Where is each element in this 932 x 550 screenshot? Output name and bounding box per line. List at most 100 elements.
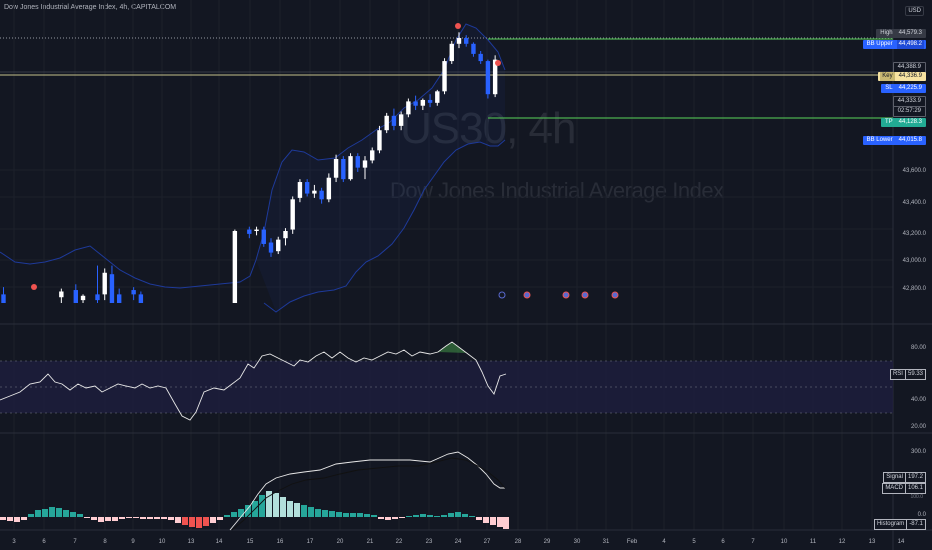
candle-body[interactable]: [138, 294, 144, 303]
histogram-bar: [7, 517, 13, 521]
candle-body[interactable]: [406, 101, 411, 115]
bollinger-band-fill: [256, 24, 505, 312]
candle-body[interactable]: [297, 182, 303, 198]
candle-body[interactable]: [435, 91, 440, 103]
histogram-value-tag: Histogram -87.1: [873, 519, 926, 530]
time-axis-label: 7: [73, 539, 77, 545]
candle-body[interactable]: [312, 190, 317, 194]
candle-body[interactable]: [413, 101, 418, 106]
candle-body[interactable]: [304, 182, 310, 194]
candle-body[interactable]: [80, 295, 86, 301]
signal-dot-red[interactable]: [495, 60, 501, 66]
candle-body[interactable]: [370, 150, 375, 161]
histogram-bar: [441, 515, 447, 517]
time-axis[interactable]: 3 6 7 8 9 10 13 14 15 16 17 20 21 22 23 24 27 28 29 30 31 Feb…: [12, 539, 905, 545]
histogram-bar: [336, 512, 342, 517]
candle-body[interactable]: [384, 115, 389, 131]
candle-body[interactable]: [427, 99, 433, 103]
candle-body[interactable]: [348, 156, 353, 180]
candle-body[interactable]: [73, 290, 78, 303]
macd-histogram[interactable]: [0, 491, 509, 529]
candle-body[interactable]: [456, 38, 462, 44]
macd-axis-label: 0.0: [918, 512, 927, 518]
event-flag-icon[interactable]: [562, 291, 570, 299]
candle-body[interactable]: [131, 290, 136, 295]
histogram-bar: [210, 517, 216, 523]
time-axis-label: 21: [367, 539, 374, 545]
candle-body[interactable]: [283, 231, 288, 239]
candle-body[interactable]: [232, 231, 238, 303]
bb-lower-tag: BB Lower 44,015.8: [862, 136, 926, 145]
macd-axis-label: 300.0: [911, 449, 927, 455]
candle-body[interactable]: [391, 115, 397, 126]
histogram-bar: [168, 517, 174, 520]
candle-body[interactable]: [355, 156, 360, 168]
candle-body[interactable]: [471, 43, 476, 54]
candle-body[interactable]: [59, 291, 64, 298]
time-axis-label: 28: [515, 539, 522, 545]
event-flag-icon[interactable]: [523, 291, 531, 299]
signal-line[interactable]: [231, 457, 506, 531]
candle-body[interactable]: [116, 294, 122, 303]
time-axis-label: 23: [426, 539, 433, 545]
histogram-bar: [294, 503, 300, 517]
histogram-bar: [63, 510, 69, 517]
histogram-bar: [175, 517, 181, 523]
event-flag-icon[interactable]: [581, 291, 589, 299]
candle-body[interactable]: [485, 61, 491, 95]
histogram-bar: [420, 514, 426, 517]
candle-body[interactable]: [341, 159, 346, 180]
histogram-bar: [154, 517, 160, 519]
candle-body[interactable]: [478, 53, 483, 62]
candle-body[interactable]: [109, 274, 115, 303]
candle-body[interactable]: [102, 272, 107, 295]
high-tag: High 44,579.3: [876, 29, 926, 38]
macd-line[interactable]: [229, 451, 505, 531]
time-axis-label: 22: [396, 539, 403, 545]
candle-body[interactable]: [247, 229, 252, 234]
histogram-bar: [161, 517, 167, 519]
histogram-bar: [364, 514, 370, 517]
candle-body[interactable]: [254, 229, 259, 231]
candle-body[interactable]: [95, 294, 100, 301]
candles[interactable]: [1, 32, 498, 303]
candle-body[interactable]: [333, 159, 339, 178]
histogram-bar: [77, 514, 83, 517]
candle-body[interactable]: [326, 177, 332, 200]
candle-body[interactable]: [290, 199, 295, 230]
candle-body[interactable]: [268, 242, 274, 253]
candle-body[interactable]: [362, 160, 368, 168]
candle-body[interactable]: [420, 99, 426, 106]
candle-body[interactable]: [492, 59, 498, 95]
watermark-name: Dow Jones Industrial Average Index: [390, 178, 724, 203]
candle-body[interactable]: [377, 130, 382, 151]
candle-body[interactable]: [261, 229, 266, 244]
bollinger-lower-line[interactable]: [263, 139, 506, 313]
price-axis[interactable]: 43,600.0 43,400.0 43,200.0 43,000.0 42,800.0…: [903, 168, 927, 518]
candle-body[interactable]: [449, 43, 454, 62]
histogram-bar: [112, 517, 118, 521]
countdown-tag: 02:57:29: [892, 106, 926, 117]
signal-dot-red[interactable]: [31, 284, 37, 290]
candle-body[interactable]: [398, 114, 404, 126]
candle-body[interactable]: [442, 61, 447, 92]
histogram-bar: [469, 516, 475, 517]
event-flag-icon[interactable]: [611, 291, 619, 299]
candle-body[interactable]: [1, 294, 6, 303]
histogram-bar: [147, 517, 153, 519]
candle-body[interactable]: [276, 239, 281, 252]
candle-body[interactable]: [319, 190, 324, 200]
signal-dot-red[interactable]: [455, 23, 461, 29]
histogram-bar: [21, 517, 27, 520]
candle-body[interactable]: [464, 38, 469, 44]
time-axis-label: 15: [247, 539, 254, 545]
event-marker[interactable]: [498, 291, 506, 299]
rsi-line[interactable]: [0, 341, 507, 421]
bollinger-upper-line[interactable]: [0, 23, 506, 289]
time-axis-label: Feb: [627, 539, 638, 545]
histogram-bar: [399, 517, 405, 518]
sl-tag: SL 44,225.9: [881, 84, 926, 93]
time-axis-label: 13: [869, 539, 876, 545]
currency-label[interactable]: USD: [905, 6, 924, 16]
